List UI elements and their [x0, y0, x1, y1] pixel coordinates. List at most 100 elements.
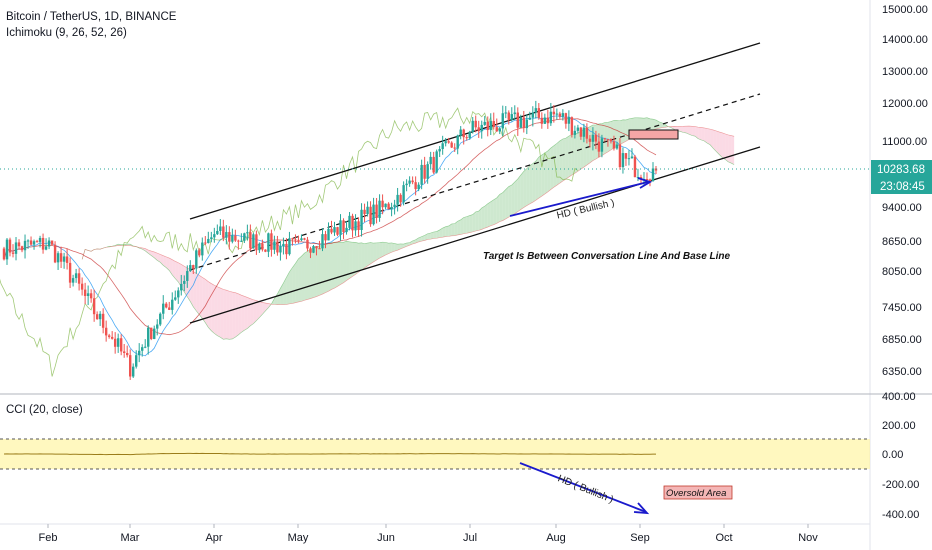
candle-body: [47, 240, 51, 247]
price-tick-label: 7450.00: [882, 302, 922, 314]
price-divergence-arrow[interactable]: [509, 181, 649, 217]
cloud-segment: [235, 292, 239, 338]
last-price-tag: [871, 160, 932, 177]
cloud-segment: [493, 197, 497, 225]
cci-tick-label: -200.00: [882, 479, 919, 491]
candle-body: [41, 237, 45, 250]
cloud-segment: [292, 263, 296, 304]
candle-body: [258, 243, 261, 251]
countdown-tag: [871, 177, 932, 194]
candle-body: [192, 265, 195, 269]
cloud-segment: [523, 168, 527, 208]
candle-body: [204, 242, 207, 244]
candle-body: [609, 139, 613, 142]
candle-body: [294, 239, 297, 241]
cloud-segment: [532, 161, 536, 203]
candle-body: [92, 298, 96, 315]
candle-body: [408, 180, 411, 184]
cloud-segment: [289, 267, 293, 304]
cloud-segment: [547, 148, 551, 192]
cloud-segment: [659, 121, 663, 129]
cloud-segment: [424, 233, 428, 241]
candle-body: [255, 234, 258, 251]
time-tick-label: Sep: [630, 532, 650, 544]
cloud-segment: [421, 235, 425, 242]
candle-body: [534, 108, 538, 113]
cloud-segment: [217, 286, 221, 338]
candle-body: [125, 353, 129, 356]
candle-body: [462, 129, 465, 138]
cloud-segment: [577, 131, 581, 172]
cloud-segment: [430, 231, 434, 240]
time-axis[interactable]: Feb Mar Apr May Jun Jul Aug Sep Oct Nov: [39, 524, 819, 544]
candle-body: [44, 246, 48, 250]
cloud-segment: [442, 226, 446, 238]
cloud-segment: [250, 298, 254, 326]
channel-mid-line[interactable]: [189, 93, 761, 271]
trend-channel[interactable]: [189, 42, 761, 324]
price-axis[interactable]: 15000.00 14000.00 13000.00 12000.00 11000.00…: [882, 4, 928, 378]
indicator-legend[interactable]: Ichimoku (9, 26, 52, 26): [6, 27, 127, 39]
cloud-segment: [319, 245, 323, 296]
candle-body: [131, 366, 135, 377]
candle-body: [210, 237, 213, 239]
cloud-segment: [692, 126, 696, 137]
candle-body: [603, 138, 607, 140]
cloud-segment: [190, 269, 194, 307]
candle-body: [312, 246, 315, 253]
candle-body: [618, 144, 622, 168]
candle-body: [237, 240, 240, 242]
cloud-segment: [574, 133, 578, 174]
candle-body: [122, 351, 126, 354]
price-tick-label: 6850.00: [882, 334, 922, 346]
cloud-segment: [391, 242, 395, 253]
candle-body: [495, 127, 498, 132]
cci-axis[interactable]: 400.00 200.00 0.00 -200.00 -400.00: [882, 391, 919, 521]
candle-body: [26, 240, 30, 242]
candle-body: [162, 303, 165, 314]
candle-body: [165, 303, 168, 308]
cloud-segment: [607, 121, 611, 152]
cloud-segment: [373, 242, 377, 262]
candle-body: [540, 117, 544, 124]
cloud-segment: [157, 253, 161, 263]
candle-body: [552, 111, 556, 115]
cloud-segment: [511, 181, 515, 216]
cloud-segment: [193, 271, 197, 311]
candle-body: [351, 215, 354, 231]
cloud-segment: [719, 131, 723, 158]
cloud-segment: [346, 241, 350, 281]
candle-body: [525, 119, 529, 129]
cloud-segment: [707, 128, 711, 145]
cloud-segment: [280, 283, 284, 305]
candle-body: [654, 168, 658, 171]
candle-body: [324, 234, 327, 241]
candle-body: [504, 112, 507, 114]
cloud-segment: [686, 126, 690, 135]
candle-body: [405, 183, 408, 186]
cloud-segment: [550, 145, 554, 190]
cloud-segment: [148, 249, 152, 256]
chart-title: Bitcoin / TetherUS, 1D, BINANCE: [6, 11, 177, 23]
target-zone-box[interactable]: [628, 129, 679, 140]
candle-body: [261, 243, 264, 250]
oversold-area-box[interactable]: [663, 485, 733, 500]
candle-body: [513, 112, 516, 115]
cloud-segment: [208, 281, 212, 331]
channel-upper-line[interactable]: [189, 42, 761, 220]
candle-body: [240, 240, 243, 242]
cloud-segment: [722, 132, 726, 160]
cloud-segment: [394, 243, 398, 252]
cci-legend[interactable]: CCI (20, close): [6, 404, 83, 416]
candle-body: [216, 230, 219, 235]
candle-body: [98, 313, 102, 320]
candle-body: [38, 237, 42, 242]
candle-body: [624, 153, 628, 159]
cci-divergence-arrow[interactable]: [519, 462, 647, 513]
candle-body: [393, 204, 396, 208]
channel-lower-line[interactable]: [189, 146, 761, 324]
cloud-segment: [241, 295, 245, 333]
cloud-segment: [262, 302, 266, 315]
candle-body: [648, 179, 652, 182]
